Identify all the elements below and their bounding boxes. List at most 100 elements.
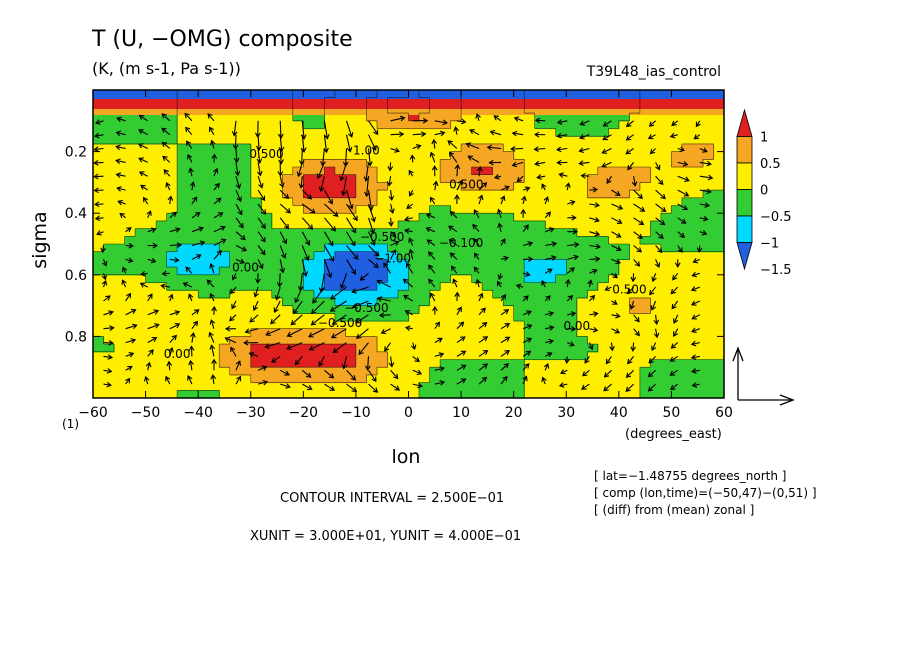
field-cell (408, 282, 420, 291)
wind-vector (655, 245, 663, 254)
wind-vector (476, 166, 483, 177)
field-cell (166, 228, 178, 237)
field-cell (376, 290, 389, 299)
field-cell (608, 244, 620, 253)
wind-vector (412, 382, 423, 389)
field-cell (345, 274, 357, 284)
colorbar-label: 1 (760, 131, 768, 146)
field-cell (198, 259, 210, 268)
field-cell (671, 236, 683, 245)
wind-vector (434, 321, 441, 330)
field-cell (534, 220, 546, 230)
field-cell (471, 367, 483, 376)
wind-vector (511, 161, 524, 168)
wind-vector (125, 242, 134, 249)
field-cell (671, 382, 683, 391)
field-cell (629, 305, 641, 314)
wind-vector (545, 325, 555, 331)
wind-vector (489, 129, 502, 136)
field-cell (219, 228, 231, 237)
wind-vector (252, 300, 259, 312)
field-cell (198, 228, 210, 237)
wind-vector (387, 162, 394, 172)
field-cell (450, 113, 462, 122)
field-cell (555, 313, 567, 322)
wind-vector (345, 189, 354, 210)
wind-vector (432, 180, 439, 191)
field-cell (198, 143, 210, 153)
field-cell (219, 244, 231, 253)
field-cell (366, 228, 378, 237)
wind-vector (143, 196, 149, 205)
field-cell (397, 220, 410, 230)
field-cell (387, 244, 399, 253)
wind-vector (368, 383, 379, 393)
wind-vector (165, 375, 171, 385)
field-cell (250, 367, 262, 376)
field-cell (282, 367, 294, 376)
wind-vector (647, 134, 656, 140)
wind-vector (475, 113, 481, 121)
wind-vector (257, 189, 266, 202)
field-cell (376, 251, 389, 260)
field-cell (124, 259, 136, 268)
field-cell (419, 244, 431, 253)
field-cell (429, 274, 441, 284)
wind-vector (324, 383, 336, 391)
field-cell (240, 228, 252, 237)
wind-vector (206, 279, 215, 288)
field-cell (671, 359, 683, 368)
field-cell (208, 182, 220, 191)
field-cell (629, 167, 641, 176)
field-cell (366, 244, 378, 253)
field-cell (419, 236, 431, 245)
field-cell (282, 374, 294, 384)
field-cell (461, 390, 473, 398)
field-cell (156, 113, 168, 122)
wind-vector (191, 226, 205, 233)
field-cell (198, 167, 210, 176)
wind-vector (187, 153, 193, 163)
wind-vector (630, 342, 636, 352)
contour-label: −0.500 (360, 230, 404, 244)
wind-vector (473, 238, 480, 246)
field-cell (366, 182, 378, 191)
wind-vector (207, 113, 215, 122)
field-cell (461, 151, 473, 160)
field-cell (597, 190, 609, 199)
wind-vector (567, 326, 577, 332)
x-tick-label: 10 (452, 405, 470, 421)
field-cell (482, 182, 494, 191)
field-cell (93, 120, 105, 130)
field-cell (618, 113, 630, 122)
field-cell (566, 321, 578, 330)
wind-vector (588, 342, 594, 351)
field-cell (324, 274, 336, 284)
field-cell (303, 244, 315, 253)
field-cell (124, 136, 136, 145)
wind-vector (403, 295, 413, 302)
field-cell (587, 182, 599, 191)
field-cell (145, 236, 157, 245)
field-cell (660, 359, 673, 368)
wind-vector (390, 231, 397, 238)
field-cell (166, 220, 178, 230)
field-cell (261, 220, 273, 230)
field-cell (187, 143, 199, 153)
wind-vector (404, 216, 413, 222)
field-cell (93, 113, 105, 122)
field-cell (408, 244, 420, 253)
field-cell (324, 228, 336, 237)
field-cell (376, 182, 389, 191)
wind-vector (294, 286, 303, 304)
field-cell (366, 274, 378, 284)
field-cell (397, 290, 410, 299)
wind-vector (367, 203, 376, 223)
wind-vector (655, 231, 664, 240)
wind-vector (345, 134, 353, 153)
field-cell (450, 259, 462, 268)
field-cell (250, 251, 262, 260)
field-cell (429, 374, 441, 384)
field-cell (240, 143, 252, 153)
field-cell (702, 205, 715, 214)
